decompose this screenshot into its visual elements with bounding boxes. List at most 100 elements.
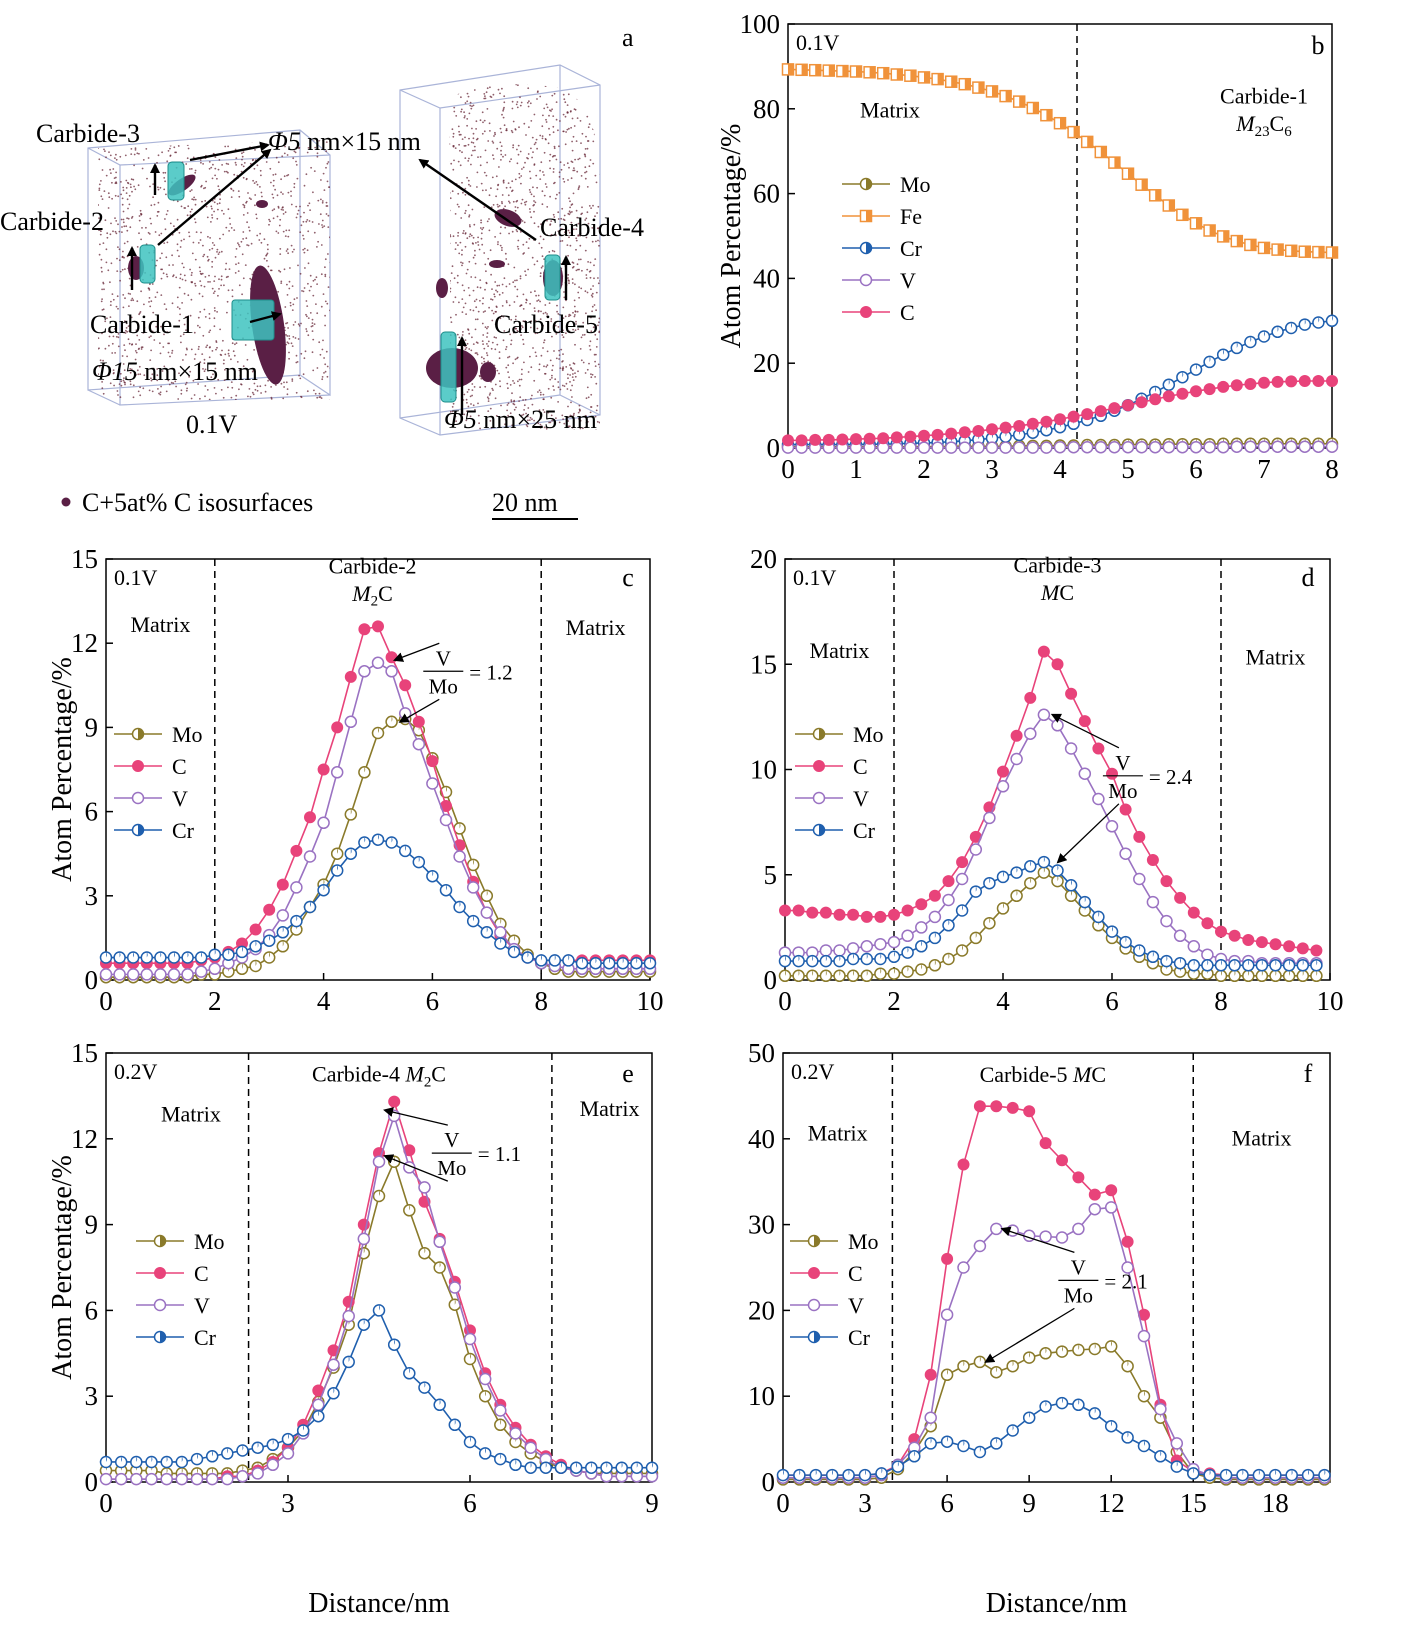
series-Cr-point <box>955 904 969 917</box>
series-Mo-point <box>433 1261 446 1274</box>
series-Cr-point <box>548 954 562 967</box>
series-C-point <box>957 1158 970 1171</box>
series-V-point <box>205 1472 219 1486</box>
region-label: Carbide-4 M2C <box>312 1062 446 1091</box>
series-line-Cr <box>785 861 1317 967</box>
series-C-point <box>358 623 371 636</box>
panel-a-voltage: 0.1V <box>186 410 238 439</box>
series-V-point <box>208 962 222 976</box>
series-Cr-point <box>1257 330 1271 343</box>
legend-Mo-point <box>153 1234 167 1248</box>
series-V-point <box>983 811 996 825</box>
series-Cr-point <box>1214 959 1228 972</box>
panel-letter: c <box>622 563 634 592</box>
ratio-arrow <box>383 1107 448 1126</box>
series-Mo-point <box>1242 969 1255 983</box>
series-Cr-point <box>585 1461 598 1474</box>
series-C-point <box>945 427 958 440</box>
x-tick-label: 9 <box>1022 1488 1036 1518</box>
series-Cr-point <box>426 869 439 883</box>
series-C-point <box>1024 691 1037 704</box>
series-C-point <box>1023 1105 1036 1118</box>
series-C-point <box>263 903 276 916</box>
series-Cr-point <box>778 954 792 968</box>
series-Cr-point <box>1051 864 1064 877</box>
right-tip-box <box>399 64 601 436</box>
series-Cr-point <box>1187 1467 1200 1480</box>
ratio-arrow <box>393 642 440 662</box>
series-Cr-point <box>1055 1396 1069 1410</box>
series-C-point <box>924 1368 937 1381</box>
series-Cr-point <box>616 956 630 970</box>
series-V-point <box>281 1447 295 1460</box>
ratio-value: = 1.2 <box>469 660 512 684</box>
region-label: Carbide-2 <box>329 553 417 578</box>
series-V-point <box>1201 948 1214 961</box>
series-Cr-point <box>1173 956 1187 970</box>
series-V-point <box>1026 441 1040 454</box>
series-C-point <box>290 844 303 857</box>
series-Mo-point <box>1187 967 1201 980</box>
legend-label: Mo <box>900 172 931 197</box>
series-C-point <box>1258 376 1270 389</box>
series-Fe-point-fill <box>992 85 998 97</box>
series-Mo-point <box>1006 1359 1019 1373</box>
series-Cr-point <box>1298 318 1312 331</box>
y-tick-label: 12 <box>71 1124 98 1154</box>
series-Fe-point-fill <box>964 78 971 90</box>
series-C-point <box>1135 396 1148 409</box>
series-V-point <box>1039 1230 1052 1243</box>
series-C-point <box>863 432 876 445</box>
chart-panel-c: 0 2 4 6 8 10 0 3 6 9 12 15 Atom Percentage/% 0.1V c Mat… <box>47 544 664 1016</box>
ratio-value: = 2.1 <box>1104 1269 1147 1293</box>
series-Mo-point <box>1024 876 1037 890</box>
legend: Mo CV Cr <box>795 722 884 843</box>
series-Mo-point <box>1296 969 1310 983</box>
series-V-point <box>385 665 398 678</box>
y-tick-label: 20 <box>753 348 780 378</box>
legend: Mo CV Cr <box>790 1229 879 1350</box>
legend: Mo CV Cr <box>114 722 203 843</box>
series-C-point <box>1310 944 1323 957</box>
series-Cr-point <box>398 844 412 858</box>
series-V-point <box>317 816 330 830</box>
series-Cr-point <box>167 951 181 964</box>
series-Cr-point <box>262 934 276 947</box>
series-Cr-point <box>1189 363 1203 376</box>
y-tick-label: 9 <box>85 1210 99 1240</box>
series-V-point <box>439 813 453 827</box>
series-Fe-point-fill <box>1264 242 1270 254</box>
panel-letter: e <box>622 1059 634 1088</box>
series-Cr-point <box>825 1468 839 1482</box>
series-Fe-point-fill <box>1182 209 1188 221</box>
legend-Mo-point <box>131 727 145 741</box>
legend-label: C <box>194 1261 209 1286</box>
series-V-point <box>344 715 358 729</box>
series-V-point <box>1024 727 1037 740</box>
series-Mo-point <box>330 847 344 860</box>
series-Fe-point-fill <box>1128 168 1134 180</box>
region-label: M2C <box>351 581 393 610</box>
series-V-point <box>466 881 480 894</box>
series-Cr-point <box>569 1461 583 1474</box>
series-V-point <box>1104 1201 1118 1214</box>
series-V-point <box>357 1232 371 1246</box>
series-Fe-point-fill <box>896 69 903 80</box>
y-axis-label: Atom Percentage/% <box>47 1155 78 1380</box>
series-C-point <box>331 721 344 734</box>
series-Mo-point <box>249 959 262 973</box>
x-tick-label: 4 <box>317 986 331 1016</box>
series-V-point <box>1067 440 1080 454</box>
series-Cr-point <box>448 1418 462 1432</box>
series-C-point <box>795 434 808 447</box>
x-tick-label: 8 <box>1325 454 1339 484</box>
series-V-point <box>1121 440 1135 454</box>
y-axis-label: Atom Percentage/% <box>716 124 747 349</box>
series-Mo-point <box>846 969 860 983</box>
series-Fe-point-fill <box>1277 244 1284 256</box>
series-markers-Cr <box>778 855 1323 972</box>
series-Cr-point <box>793 1468 806 1482</box>
series-line-Mo <box>106 1159 652 1475</box>
y-tick-label: 10 <box>750 755 777 785</box>
series-V-point <box>985 441 999 454</box>
